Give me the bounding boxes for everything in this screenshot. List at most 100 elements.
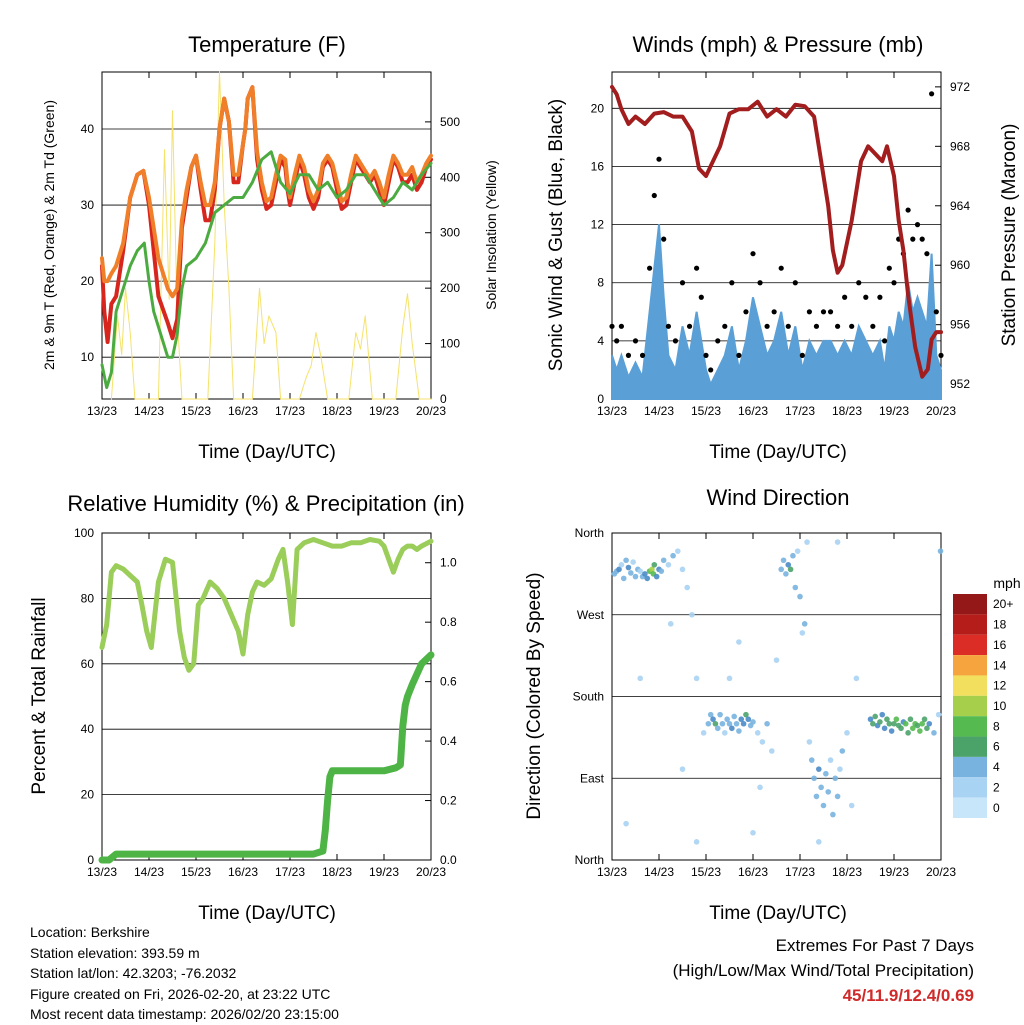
humidity-xtick-label: 16/23: [228, 865, 258, 879]
direction-point: [907, 716, 914, 723]
gust-point: [672, 338, 679, 344]
winds-ytick-label: 12: [591, 218, 605, 232]
colorbar-swatch: [953, 594, 987, 615]
humidity-xtick-label: 17/23: [275, 865, 305, 879]
direction-point: [830, 811, 836, 818]
direction-xtick-label: 18/23: [832, 865, 862, 879]
direction-point: [637, 568, 643, 574]
humidity-ytick-label: 40: [81, 722, 95, 736]
humidity-xtick-label: 20/23: [416, 865, 446, 879]
gust-point: [778, 265, 784, 271]
direction-point: [877, 719, 883, 725]
station-elevation: Station elevation: 393.59 m: [30, 944, 200, 961]
humidity-y2tick-label: 0.8: [440, 615, 457, 629]
gust-point: [929, 91, 935, 97]
direction-point: [745, 716, 752, 723]
humidity-xtick-label: 13/23: [87, 865, 117, 879]
direction-point: [902, 720, 909, 727]
temperature-xtick-label: 14/23: [134, 404, 164, 418]
temperature-y2tick-label: 500: [440, 115, 460, 129]
direction-xlabel: Time (Day/UTC): [709, 903, 847, 924]
figure-created: Figure created on Fri, 2026-02-20, at 23…: [30, 985, 331, 1002]
direction-point: [816, 839, 822, 845]
direction-point: [919, 720, 925, 727]
direction-point: [790, 552, 796, 559]
humidity-title: Relative Humidity (%) & Precipitation (i…: [67, 491, 464, 516]
direction-ytick-label: West: [577, 608, 605, 622]
gust-point: [632, 338, 639, 344]
direction-point: [719, 720, 726, 727]
gust-point: [919, 236, 925, 242]
colorbar-label: 16: [993, 638, 1007, 652]
temperature-y2tick-label: 400: [440, 170, 460, 184]
colorbar-label: 2: [993, 780, 1000, 794]
colorbar-title: mph: [993, 575, 1020, 591]
humidity-y2tick-label: 0.4: [440, 734, 457, 748]
temperature-xtick-label: 19/23: [369, 404, 399, 418]
direction-point: [705, 720, 712, 727]
direction-point: [924, 725, 930, 732]
gust-point: [806, 309, 813, 315]
direction-point: [884, 716, 890, 723]
gust-point: [618, 323, 625, 329]
direction-ytick-label: North: [575, 853, 604, 867]
direction-ytick-label: North: [575, 526, 604, 540]
gust-point: [729, 280, 735, 286]
direction-point: [693, 675, 700, 682]
gust-point: [835, 323, 841, 329]
gust-point: [651, 192, 657, 199]
temperature-xtick-label: 20/23: [416, 404, 446, 418]
direction-point: [853, 675, 860, 682]
direction-point: [827, 757, 834, 763]
gust-point: [722, 323, 728, 329]
direction-point: [707, 711, 714, 718]
gust-point: [757, 280, 763, 286]
direction-point: [743, 711, 749, 718]
direction-title: Wind Direction: [706, 485, 849, 510]
direction-point: [625, 564, 632, 571]
direction-point: [620, 575, 627, 582]
direction-point: [804, 539, 810, 545]
direction-point: [801, 621, 808, 627]
direction-point: [881, 725, 888, 732]
direction-axes: 13/23 14/23 15/23 16/23 17/23 18/23 19/23 20/23…: [573, 526, 957, 879]
gust-point: [743, 309, 749, 315]
gust-point: [647, 265, 653, 271]
winds-y2tick-label: 952: [950, 377, 970, 391]
humidity-ytick-label: 0: [87, 853, 94, 867]
direction-point: [754, 730, 761, 736]
direction-point: [618, 561, 625, 568]
gust-point: [924, 251, 930, 257]
gust-point: [639, 352, 646, 358]
direction-point: [637, 675, 643, 682]
direction-point: [785, 561, 792, 568]
gust-point: [750, 251, 756, 257]
direction-point: [726, 675, 733, 682]
humidity-ytick-label: 60: [81, 657, 95, 671]
direction-point: [750, 719, 756, 725]
gust-point: [849, 323, 855, 329]
direction-point: [780, 557, 787, 564]
extremes-subtitle: (High/Low/Max Wind/Total Precipitation): [672, 961, 974, 980]
recent-timestamp: Most recent data timestamp: 2026/02/20 2…: [30, 1006, 339, 1022]
gust-point: [820, 309, 827, 315]
winds-xtick-label: 18/23: [832, 404, 862, 418]
colorbar-swatch: [953, 716, 987, 737]
gust-point: [708, 367, 714, 373]
colorbar-label: 8: [993, 719, 1000, 733]
gust-point: [792, 280, 798, 286]
gust-point: [698, 294, 704, 300]
direction-point: [797, 593, 803, 600]
winds-ytick-label: 4: [597, 334, 604, 348]
extremes-values: 45/11.9/12.4/0.69: [842, 986, 974, 1005]
gust-point: [656, 156, 662, 162]
direction-point: [926, 720, 933, 727]
humidity-xtick-label: 14/23: [134, 865, 164, 879]
direction-point: [891, 720, 897, 727]
winds-ylabel-left: Sonic Wind & Gust (Blue, Black): [546, 99, 567, 371]
winds-y2tick-label: 964: [950, 199, 970, 213]
gust-point: [764, 323, 770, 329]
colorbar-label: 12: [993, 679, 1007, 693]
direction-point: [712, 720, 719, 727]
direction-point: [886, 720, 893, 727]
